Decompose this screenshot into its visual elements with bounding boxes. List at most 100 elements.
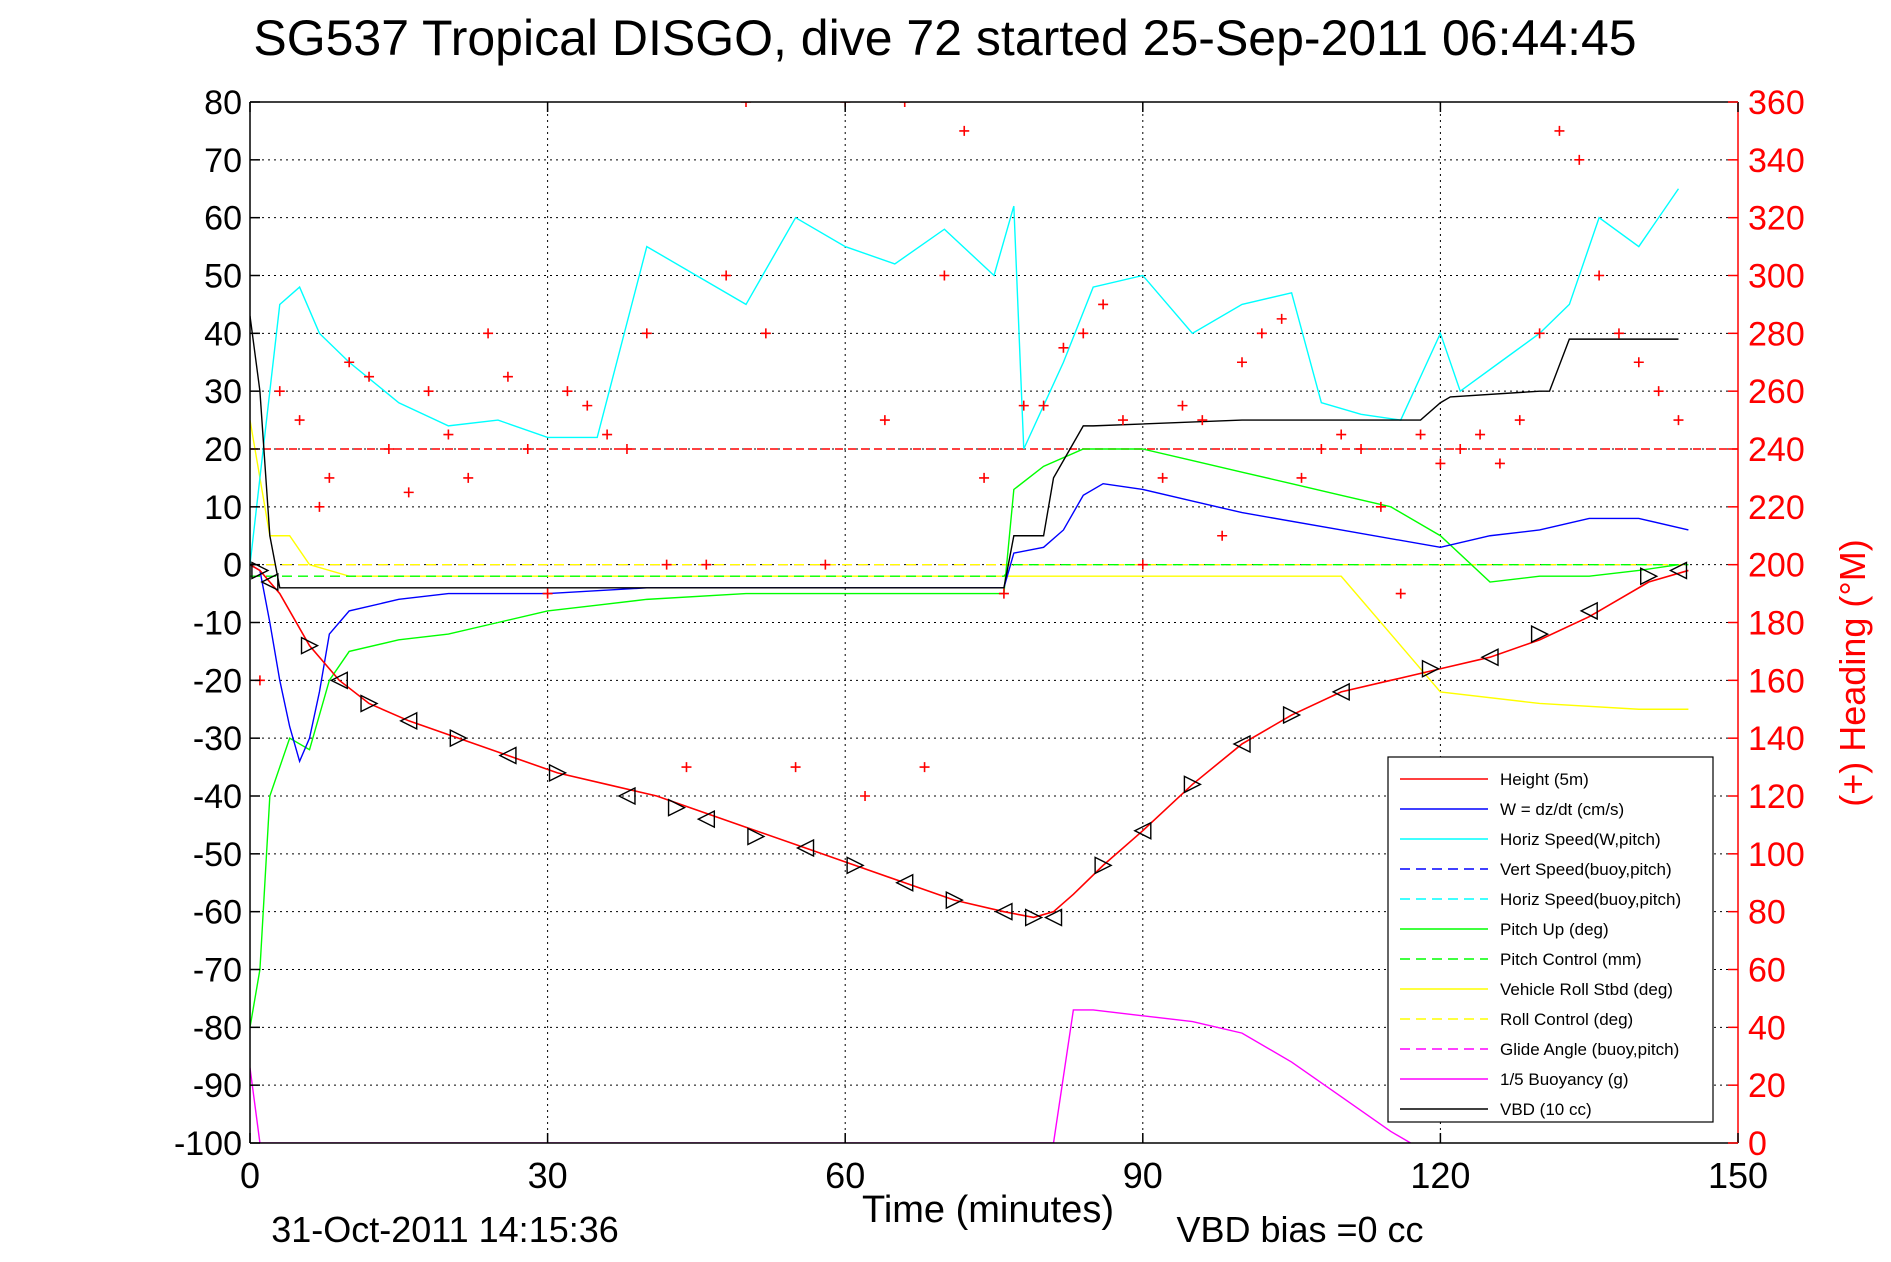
height-marker-point xyxy=(329,671,348,690)
height-marker-point xyxy=(251,561,270,580)
y2-tick-label: 220 xyxy=(1748,489,1805,527)
heading-point xyxy=(959,125,970,136)
heading-point xyxy=(344,357,355,368)
heading-point xyxy=(1375,501,1386,512)
plot-area: 0 30 60 90 120 15080706050403020100-10-20-30-… xyxy=(174,84,1805,1196)
heading-point xyxy=(1554,125,1565,136)
x-tick-label: 120 xyxy=(1410,1155,1470,1196)
y-tick-label: -10 xyxy=(193,605,242,643)
heading-point xyxy=(1018,400,1029,411)
legend-entry-w: W = dz/dt (cm/s) xyxy=(1500,800,1624,819)
height-marker-point xyxy=(1024,908,1044,927)
y-tick-label: -40 xyxy=(193,778,242,816)
heading-point xyxy=(939,270,950,281)
series-pitch-line xyxy=(250,448,1679,1028)
height-marker-point xyxy=(1668,561,1688,580)
legend-entry-glide-angle: Glide Angle (buoy,pitch) xyxy=(1500,1040,1679,1059)
heading-point xyxy=(1058,342,1069,353)
height-marker-point xyxy=(1421,659,1441,678)
y2-tick-label: 340 xyxy=(1748,142,1805,180)
height-marker-point xyxy=(1640,567,1659,586)
legend-entry-vert-speed-buoy: Vert Speed(buoy,pitch) xyxy=(1500,860,1672,879)
legend-entry-vbd: VBD (10 cc) xyxy=(1500,1100,1592,1119)
heading-point xyxy=(483,328,494,339)
height-marker-point xyxy=(498,746,517,765)
heading-point xyxy=(1137,559,1148,570)
y2-axis-label: (+) Heading (°M) xyxy=(1832,539,1873,806)
series-buoyancy-line xyxy=(250,1009,1411,1143)
y2-tick-label: 260 xyxy=(1748,373,1805,411)
legend-entry-roll-control: Roll Control (deg) xyxy=(1500,1010,1633,1029)
heading-point xyxy=(741,102,751,107)
x-axis-label: Time (minutes) xyxy=(862,1189,1114,1231)
series-horiz-speed-line xyxy=(250,188,1680,565)
y-tick-label: -90 xyxy=(193,1067,242,1105)
heading-point xyxy=(820,559,831,570)
heading-point xyxy=(364,371,375,382)
y2-tick-label: 20 xyxy=(1748,1067,1786,1105)
heading-point xyxy=(423,386,434,397)
heading-point xyxy=(1177,400,1188,411)
x-tick-label: 60 xyxy=(825,1155,865,1196)
y-tick-label: 20 xyxy=(204,431,242,469)
heading-point xyxy=(1395,588,1406,599)
legend-entry-horiz-speed: Horiz Speed(W,pitch) xyxy=(1500,830,1661,849)
y2-tick-label: 40 xyxy=(1748,1009,1786,1047)
y-tick-label: 60 xyxy=(204,200,242,238)
heading-point xyxy=(979,472,990,483)
height-marker-point xyxy=(846,856,865,875)
legend-entry-roll: Vehicle Roll Stbd (deg) xyxy=(1500,980,1673,999)
height-marker-point xyxy=(1133,821,1152,840)
legend-entry-height: Height (5m) xyxy=(1500,770,1589,789)
y2-tick-label: 100 xyxy=(1748,836,1805,874)
x-tick-label: 30 xyxy=(528,1155,568,1196)
heading-point xyxy=(641,328,652,339)
height-marker-point xyxy=(994,902,1013,921)
heading-point xyxy=(879,415,890,426)
y2-tick-label: 320 xyxy=(1748,200,1805,238)
y2-tick-label: 80 xyxy=(1748,894,1786,932)
heading-point xyxy=(294,415,305,426)
heading-point xyxy=(314,501,325,512)
heading-point xyxy=(701,559,712,570)
legend-entry-horiz-speed-buoy: Horiz Speed(buoy,pitch) xyxy=(1500,890,1681,909)
y-tick-label: 0 xyxy=(223,547,242,585)
heading-point xyxy=(1455,444,1466,454)
y-tick-label: -100 xyxy=(174,1125,242,1163)
height-marker-point xyxy=(617,786,636,806)
y-tick-label: 50 xyxy=(204,258,242,296)
height-marker-point xyxy=(1480,648,1499,667)
heading-point xyxy=(860,791,871,801)
heading-point xyxy=(661,559,672,570)
heading-point xyxy=(1514,415,1525,426)
height-marker-point xyxy=(300,636,320,655)
height-marker-point xyxy=(1282,705,1302,725)
height-marker-point xyxy=(747,827,766,846)
heading-point xyxy=(1197,415,1208,426)
height-marker-point xyxy=(667,798,687,817)
heading-point xyxy=(1415,429,1426,440)
heading-point xyxy=(522,444,533,454)
heading-point xyxy=(790,762,801,773)
height-marker-point xyxy=(1232,734,1251,754)
heading-point xyxy=(1633,357,1644,368)
heading-point xyxy=(998,588,1009,599)
heading-point xyxy=(582,400,593,411)
legend-entry-buoyancy: 1/5 Buoyancy (g) xyxy=(1500,1070,1629,1089)
y-tick-label: 10 xyxy=(204,489,242,527)
y2-tick-label: 280 xyxy=(1748,315,1805,353)
x-tick-label: 0 xyxy=(240,1155,260,1196)
heading-point xyxy=(274,386,285,397)
heading-point xyxy=(1117,415,1128,426)
heading-point xyxy=(383,444,394,454)
y2-tick-label: 120 xyxy=(1748,778,1805,816)
heading-point xyxy=(1038,400,1049,411)
height-marker-point xyxy=(449,729,468,748)
legend-entry-pitch-control: Pitch Control (mm) xyxy=(1500,950,1642,969)
y2-tick-label: 300 xyxy=(1748,258,1805,296)
height-marker-point xyxy=(795,838,815,858)
heading-point xyxy=(621,444,632,454)
heading-point xyxy=(1276,313,1287,324)
y2-tick-label: 60 xyxy=(1748,952,1786,990)
